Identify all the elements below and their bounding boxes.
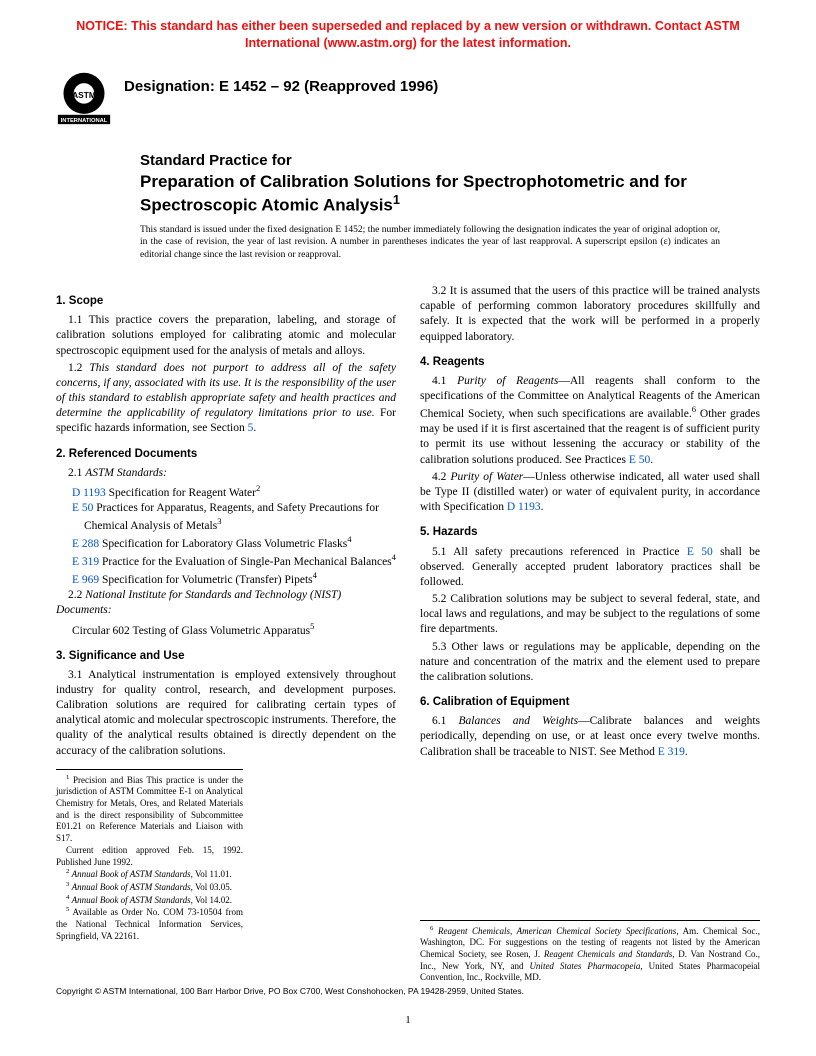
title-block: Standard Practice for Preparation of Cal… <box>140 152 760 216</box>
sec-2-p2: 2.2 National Institute for Standards and… <box>56 588 396 618</box>
svg-text:ASTM: ASTM <box>72 90 96 100</box>
ref-e319: E 319 Practice for the Evaluation of Sin… <box>72 552 396 570</box>
sec-1-p2: 1.2 This standard does not purport to ad… <box>56 361 396 437</box>
link-e50[interactable]: E 50 <box>72 502 93 514</box>
ref-e288: E 288 Specification for Laboratory Glass… <box>72 534 396 552</box>
ref-d1193: D 1193 Specification for Reagent Water2 <box>72 483 396 501</box>
body-columns: 1. Scope 1.1 This practice covers the pr… <box>56 284 760 984</box>
link-d1193[interactable]: D 1193 <box>72 487 106 499</box>
notice-banner: NOTICE: This standard has either been su… <box>66 18 750 52</box>
sec-6-p1: 6.1 Balances and Weights—Calibrate balan… <box>420 714 760 760</box>
sec-6-head: 6. Calibration of Equipment <box>420 695 760 710</box>
link-e288[interactable]: E 288 <box>72 538 99 550</box>
link-d1193-2[interactable]: D 1193 <box>507 501 541 513</box>
ref-circ602: Circular 602 Testing of Glass Volumetric… <box>72 621 396 639</box>
footnotes-left: 1 Precision and Bias This practice is un… <box>56 769 243 943</box>
sec-5-head: 5. Hazards <box>420 525 760 540</box>
astm-logo: ASTM INTERNATIONAL <box>56 70 112 126</box>
header-row: ASTM INTERNATIONAL Designation: E 1452 –… <box>56 70 760 126</box>
sec-3-p1: 3.1 Analytical instrumentation is employ… <box>56 668 396 759</box>
title-pre: Standard Practice for <box>140 152 760 171</box>
sec-1-p1: 1.1 This practice covers the preparation… <box>56 313 396 359</box>
link-e319-2[interactable]: E 319 <box>658 746 685 758</box>
sec-5-p2: 5.2 Calibration solutions may be subject… <box>420 592 760 638</box>
ref-e50: E 50 Practices for Apparatus, Reagents, … <box>72 501 396 534</box>
sec-5-p3: 5.3 Other laws or regulations may be app… <box>420 640 760 686</box>
issuance-note: This standard is issued under the fixed … <box>140 224 720 262</box>
sec-4-p1: 4.1 Purity of Reagents—All reagents shal… <box>420 374 760 468</box>
svg-text:INTERNATIONAL: INTERNATIONAL <box>61 118 108 124</box>
sec-4-head: 4. Reagents <box>420 355 760 370</box>
sec-4-p2: 4.2 Purity of Water—Unless otherwise ind… <box>420 470 760 516</box>
title-main: Preparation of Calibration Solutions for… <box>140 171 760 216</box>
sec-3-p2: 3.2 It is assumed that the users of this… <box>420 284 760 345</box>
page-number: 1 <box>0 1014 816 1026</box>
ref-e969: E 969 Specification for Volumetric (Tran… <box>72 570 396 588</box>
sec-5-p1: 5.1 All safety precautions referenced in… <box>420 545 760 591</box>
sec-3-head: 3. Significance and Use <box>56 649 396 664</box>
link-e319[interactable]: E 319 <box>72 556 99 568</box>
designation-line: Designation: E 1452 – 92 (Reapproved 199… <box>124 78 438 95</box>
sec-1-head: 1. Scope <box>56 294 396 309</box>
link-e50-2[interactable]: E 50 <box>629 454 650 466</box>
link-e969[interactable]: E 969 <box>72 574 99 586</box>
sec-2-p1: 2.1 ASTM Standards: <box>56 466 396 481</box>
footnotes-right: 6 Reagent Chemicals, American Chemical S… <box>420 920 760 984</box>
link-e50-3[interactable]: E 50 <box>687 546 713 558</box>
sec-2-head: 2. Referenced Documents <box>56 447 396 462</box>
copyright-line: Copyright © ASTM International, 100 Barr… <box>56 986 524 996</box>
